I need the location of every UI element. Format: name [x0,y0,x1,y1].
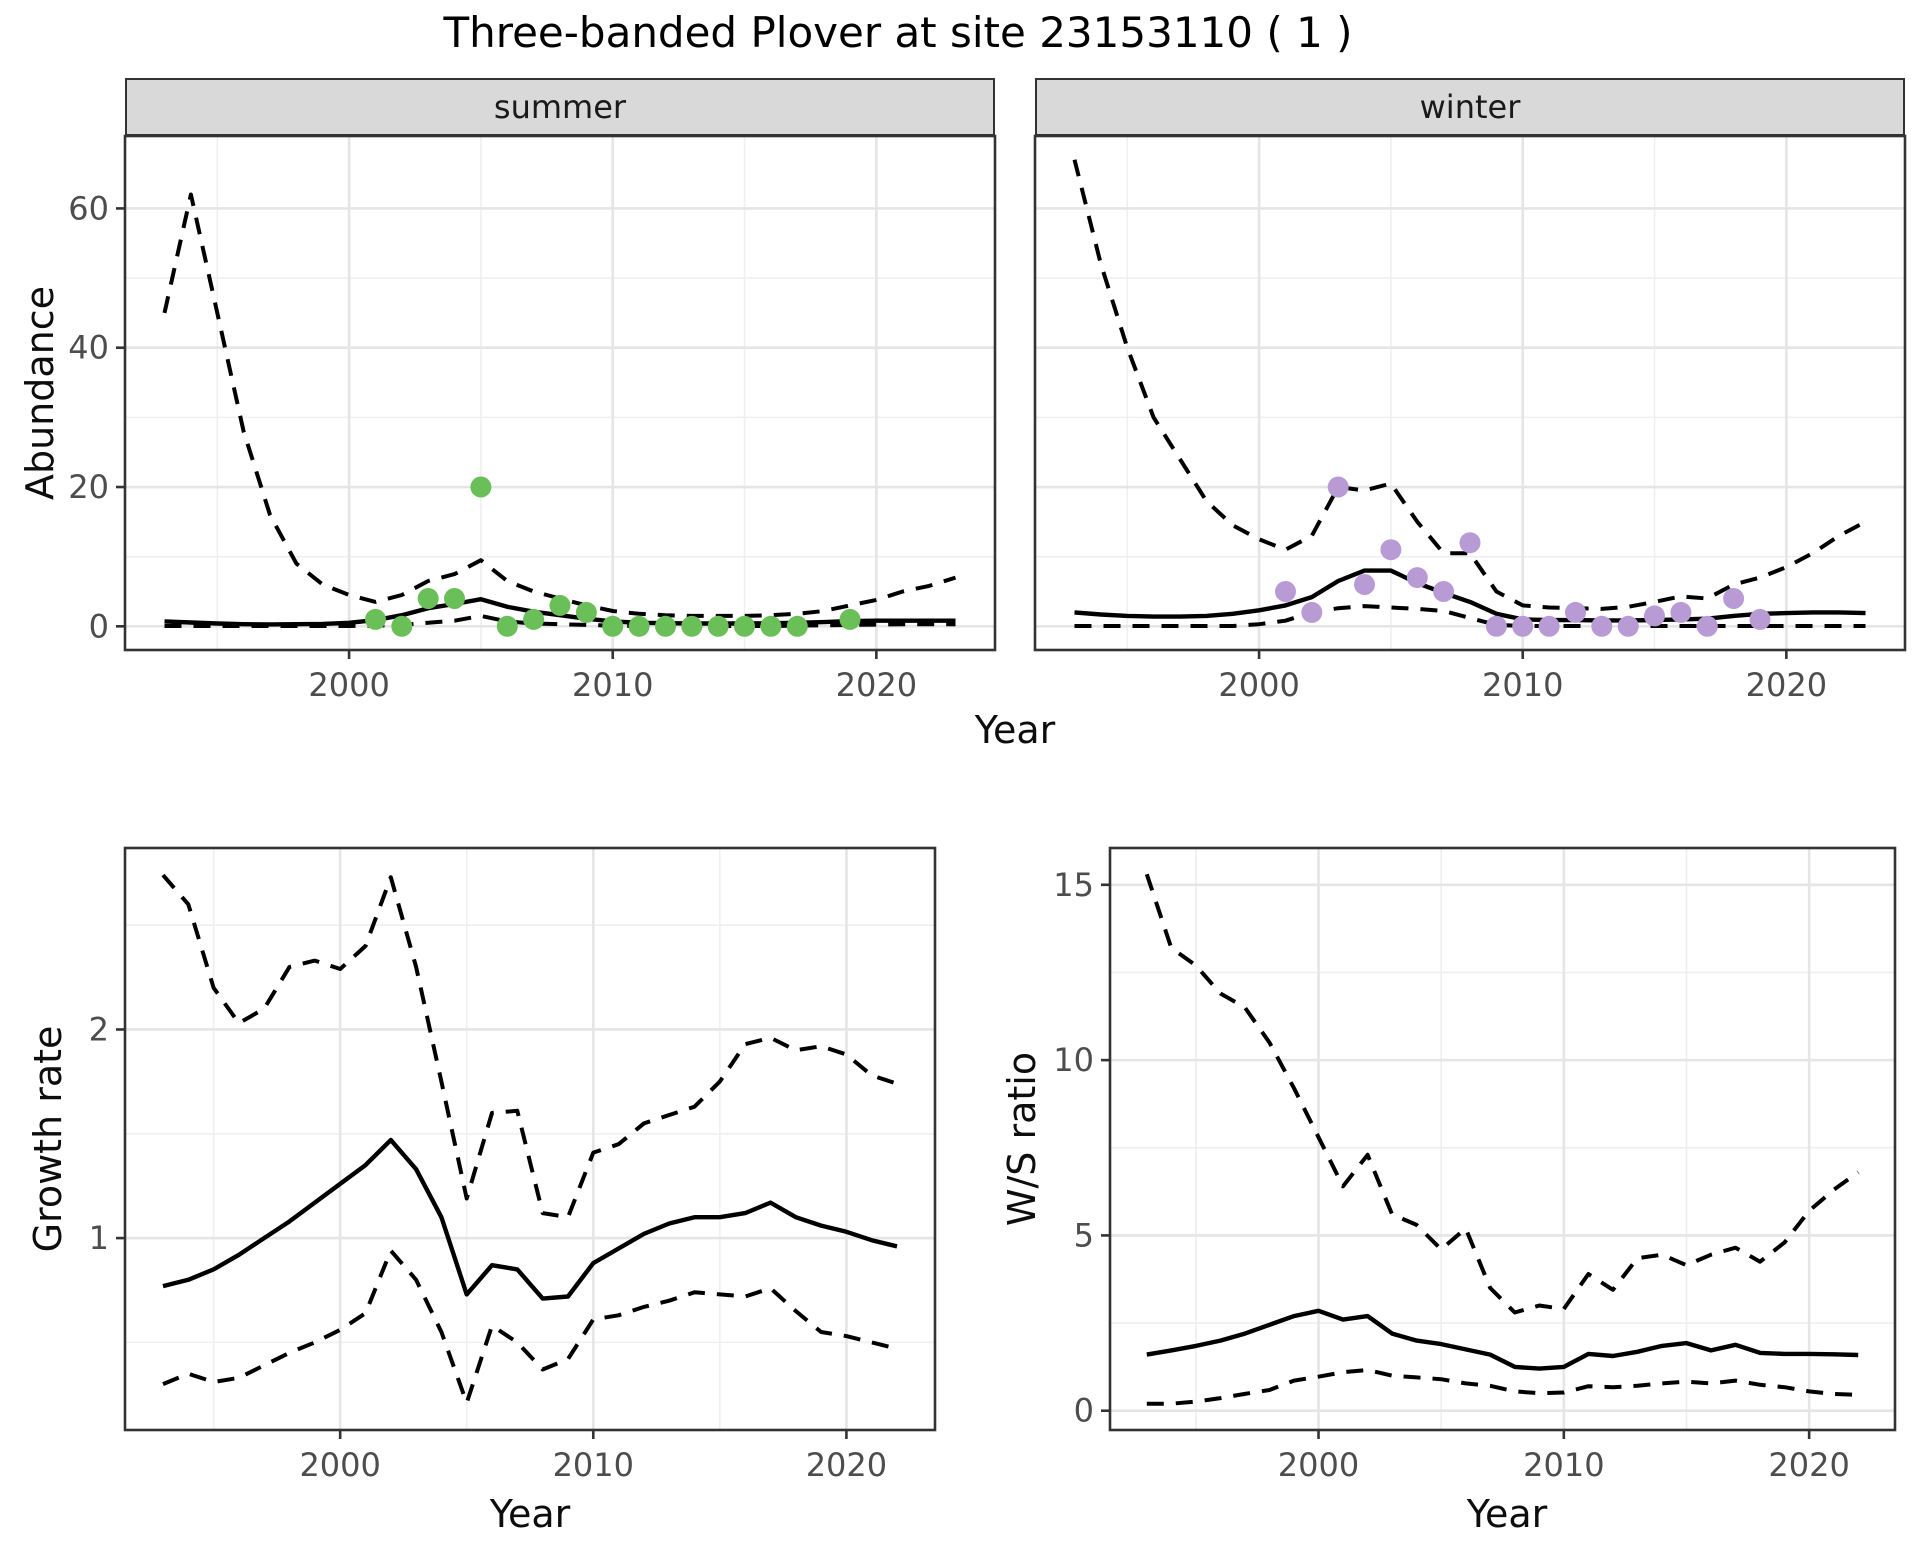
abundance-summer-point [523,608,545,630]
y-tick-label: 0 [1074,1392,1094,1430]
x-tick-label: 2010 [553,1446,634,1484]
y-axis-title-growth-rate: Growth rate [26,1025,70,1253]
x-tick-label: 2020 [1746,666,1827,704]
abundance-winter-point [1275,581,1296,602]
abundance-summer-point [496,615,518,637]
growth-rate-fit-line [162,1137,898,1301]
y-axis-title-ws-ratio: W/S ratio [1000,1051,1044,1227]
panel-growth-rate: 2000 2010 2020 1 2 [89,846,937,1484]
ws-ratio-lower_ci-line [1146,1368,1859,1406]
abundance-summer-point [655,615,676,637]
x-tick-label: 2000 [308,666,389,704]
ws-ratio-upper_ci-line [1144,873,1860,1315]
panel-abundance-summer: 2000 2010 2020 0 20 40 60 [68,134,997,704]
panel-border [1033,134,1907,652]
x-tick-label: 2000 [1278,1446,1359,1484]
x-tick-label: 2010 [572,666,653,704]
abundance-summer-point [365,608,386,630]
abundance-summer-point [628,615,650,637]
panel-abundance-winter: 2000 2010 2020 [1033,134,1907,704]
abundance-winter-point [1565,601,1586,623]
growth-rate-upper_ci-line [161,873,898,1220]
abundance-winter-lower_ci-line [1074,604,1866,628]
y-tick-label: 40 [68,329,109,367]
y-tick-label: 60 [68,189,109,227]
x-tick-label: 2000 [1218,666,1299,704]
abundance-winter-point [1485,615,1507,637]
panel-border [1108,846,1897,1432]
x-tick-label: 2020 [1768,1446,1849,1484]
abundance-summer-point [839,608,861,630]
y-tick-label: 5 [1074,1216,1094,1254]
abundance-winter-point [1354,574,1375,595]
chart-title: Three-banded Plover at site 23153110 ( 1… [443,8,1353,57]
abundance-winter-point [1644,605,1665,627]
abundance-summer-point [786,615,808,637]
abundance-winter-point [1380,539,1402,561]
abundance-summer-point [444,588,465,609]
y-tick-label: 1 [89,1219,109,1257]
y-axis-title-abundance: Abundance [18,285,62,501]
x-tick-label: 2020 [836,666,917,704]
abundance-winter-point [1512,615,1534,637]
facet-strip-winter-label: winter [1419,88,1521,126]
x-tick-label: 2010 [1523,1446,1604,1484]
x-tick-label: 2020 [806,1446,887,1484]
abundance-winter-point [1591,615,1613,637]
abundance-winter-point [1723,588,1745,609]
facet-strip-summer: summer [125,78,995,136]
y-tick-label: 20 [68,468,109,506]
y-tick-label: 15 [1053,866,1094,904]
abundance-winter-point [1301,601,1323,623]
ws-ratio-fit-line [1146,1308,1859,1371]
abundance-winter-point [1433,581,1455,602]
abundance-summer-point [707,615,729,637]
abundance-winter-point [1538,615,1560,637]
abundance-winter-point [1617,615,1639,637]
y-tick-label: 0 [89,607,109,645]
abundance-winter-point [1327,476,1349,498]
abundance-winter-point [1749,608,1771,630]
abundance-winter-point [1406,567,1428,589]
y-tick-label: 10 [1053,1041,1094,1079]
abundance-summer-point [681,615,703,637]
abundance-summer-point [734,615,755,637]
x-tick-label: 2010 [1482,666,1563,704]
abundance-summer-point [417,588,439,609]
growth-rate-lower_ci-line [162,1248,898,1405]
panel-border [123,134,997,652]
abundance-winter-point [1459,532,1481,554]
abundance-summer-point [549,594,571,616]
abundance-winter-point [1670,601,1692,623]
facet-strip-summer-label: summer [493,88,627,126]
facet-strip-winter: winter [1035,78,1905,136]
abundance-winter-fit-line [1074,568,1866,623]
x-axis-title-top-year: Year [974,708,1056,752]
abundance-summer-point [575,601,597,623]
x-axis-title-growth-year: Year [489,1492,571,1536]
abundance-summer-point [602,615,624,637]
y-tick-label: 2 [89,1010,109,1048]
x-tick-label: 2000 [299,1446,380,1484]
abundance-winter-point [1696,615,1718,637]
x-axis-title-ws-year: Year [1466,1492,1548,1536]
abundance-summer-point [470,476,492,498]
abundance-summer-point [391,615,413,637]
abundance-summer-point [760,615,782,637]
panel-border [123,846,937,1432]
panel-ws-ratio: 2000 2010 2020 0 5 10 15 [1053,846,1897,1484]
